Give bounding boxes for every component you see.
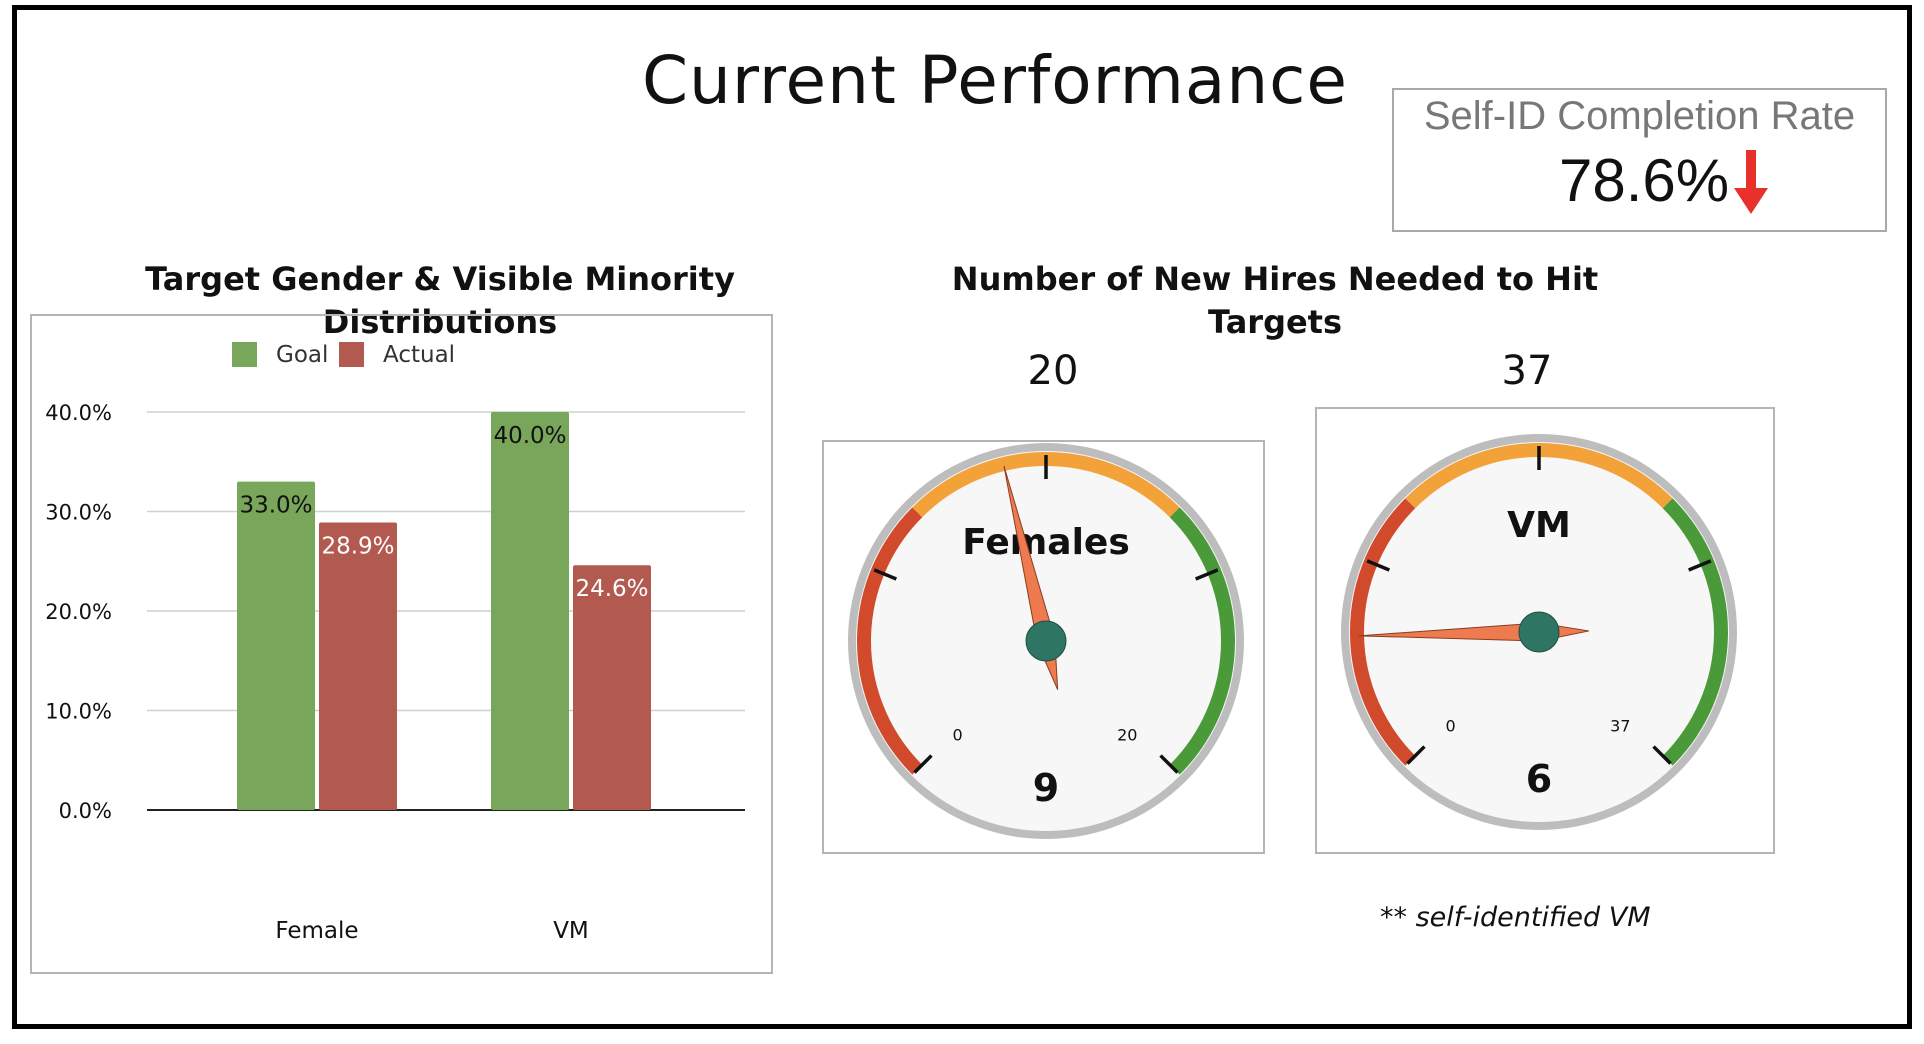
- dashboard-frame: [12, 5, 1912, 1029]
- vm-gauge: 0 37 VM 6: [1341, 434, 1737, 830]
- y-tick-label: 20.0%: [45, 600, 112, 624]
- females-gauge: 0 20 Females 9: [848, 443, 1244, 839]
- females-gauge-panel: 0 20 Females 9: [822, 440, 1265, 854]
- bar-actual-female: [319, 522, 397, 810]
- legend-swatch-actual: [339, 342, 364, 367]
- gauge-hub: [1025, 620, 1067, 662]
- legend-label-goal: Goal: [276, 342, 328, 368]
- kpi-value: 78.6%: [1559, 147, 1730, 214]
- gauge-title: VM: [1507, 505, 1571, 546]
- x-tick-label: VM: [553, 918, 589, 944]
- gauge-min-label: 0: [1446, 716, 1456, 735]
- legend-swatch-goal: [232, 342, 257, 367]
- bar-goal-vm: [491, 412, 569, 810]
- bar-goal-female: [237, 481, 315, 810]
- vm-gauge-panel: 0 37 VM 6: [1315, 407, 1775, 854]
- gauge-band-red: [1350, 498, 1416, 766]
- gauge-tick: [1406, 745, 1426, 765]
- females-target-label: 20: [1027, 348, 1079, 394]
- gauge-band-green: [1662, 498, 1728, 766]
- data-label: 40.0%: [493, 423, 566, 449]
- gauge-band-green: [1169, 507, 1235, 775]
- gauge-max-label: 20: [1117, 725, 1137, 744]
- gauge-title: Females: [962, 522, 1130, 563]
- kpi-label: Self-ID Completion Rate: [1423, 94, 1856, 138]
- y-tick-label: 0.0%: [59, 799, 112, 823]
- gauge-tick: [873, 568, 898, 581]
- footnote: ** self-identified VM: [1380, 902, 1651, 933]
- down-arrow-icon: [1734, 150, 1768, 214]
- data-label: 33.0%: [239, 493, 312, 519]
- x-tick-label: Female: [275, 918, 358, 944]
- gauge-tick: [1687, 559, 1712, 572]
- vm-target-label: 37: [1501, 348, 1553, 394]
- data-label: 24.6%: [575, 576, 648, 602]
- gauge-value: 9: [1033, 766, 1059, 810]
- legend-label-actual: Actual: [383, 342, 455, 368]
- gauge-hub: [1518, 611, 1560, 653]
- gauges-title-line1: Number of New Hires Needed to Hit: [951, 260, 1599, 298]
- page-title: Current Performance: [641, 42, 1349, 119]
- bar-chart-panel: Goal Actual 0.0% 10.0% 20.0% 30.0% 40.0% Female…: [30, 314, 773, 974]
- gauge-tick: [1159, 754, 1179, 774]
- gauge-tick: [1366, 559, 1391, 572]
- gauges-title-line2: Targets: [1207, 303, 1343, 341]
- y-tick-label: 30.0%: [45, 501, 112, 525]
- bar-chart-title: Target Gender & Visible Minority Distrib…: [145, 260, 735, 341]
- data-label: 28.9%: [321, 533, 394, 559]
- gauge-tick: [1652, 745, 1672, 765]
- gauge-max-label: 37: [1610, 716, 1630, 735]
- y-tick-label: 40.0%: [45, 401, 112, 425]
- self-id-kpi-card: Self-ID Completion Rate 78.6%: [1392, 88, 1887, 232]
- bar-chart: Goal Actual 0.0% 10.0% 20.0% 30.0% 40.0% Female…: [45, 342, 745, 944]
- gauges-title: Number of New Hires Needed to Hit Target…: [940, 258, 1610, 344]
- gauge-tick: [1194, 568, 1219, 581]
- gauge-value: 6: [1526, 757, 1552, 801]
- gauge-band-red: [857, 507, 923, 775]
- gauge-tick: [913, 754, 933, 774]
- bar-actual-vm: [573, 565, 651, 810]
- gauge-min-label: 0: [953, 725, 963, 744]
- y-tick-label: 10.0%: [45, 700, 112, 724]
